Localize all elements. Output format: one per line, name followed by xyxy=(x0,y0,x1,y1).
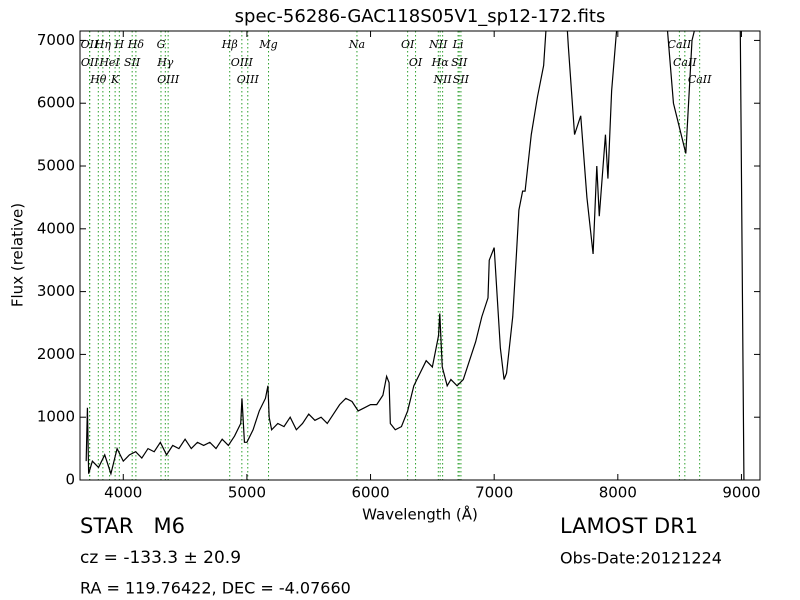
spectral-line-label: Na xyxy=(348,38,365,51)
spectral-line-label: Hη xyxy=(94,38,112,51)
spectral-line-label: Hγ xyxy=(156,56,174,69)
spectral-line-label: OII xyxy=(81,56,99,69)
spectral-line-label: OIII xyxy=(157,73,180,86)
chart-title: spec-56286-GAC118S05V1_sp12-172.fits xyxy=(235,6,606,27)
redshift: cz = -133.3 ± 20.9 xyxy=(80,548,241,568)
spectral-line-label: CaII xyxy=(688,73,712,86)
y-tick-label: 2000 xyxy=(37,345,75,363)
spectral-line-label: CaII xyxy=(668,38,692,51)
spectral-line-label: H xyxy=(114,38,125,51)
spectral-line-label: Li xyxy=(452,38,464,51)
coordinates: RA = 119.76422, DEC = -4.07660 xyxy=(80,579,351,598)
spectral-line-label: SII xyxy=(451,56,468,69)
plot-frame xyxy=(79,30,761,481)
plot-area xyxy=(85,31,745,480)
spectral-line-label: SII xyxy=(124,56,141,69)
spectral-line-label: K xyxy=(110,73,120,86)
spectral-line-label: OIII xyxy=(231,56,254,69)
spectrum-line xyxy=(85,31,745,480)
x-tick-label: 6000 xyxy=(351,484,389,502)
y-tick-label: 7000 xyxy=(37,31,75,49)
y-tick-label: 6000 xyxy=(37,94,75,112)
y-tick-label: 1000 xyxy=(37,408,75,426)
spectral-line-label: OII xyxy=(81,38,99,51)
x-axis-label: Wavelength (Å) xyxy=(362,505,478,524)
spectral-line-label: Hα xyxy=(431,56,450,69)
x-tick-label: 5000 xyxy=(228,484,266,502)
y-axis-label: Flux (relative) xyxy=(9,203,27,307)
y-tick-label: 4000 xyxy=(37,219,75,237)
spectral-line-label: NII xyxy=(428,38,448,51)
spectral-line-label: CaII xyxy=(673,56,697,69)
y-tick-label: 3000 xyxy=(37,282,75,300)
y-tick-label: 5000 xyxy=(37,157,75,175)
y-tick-label: 0 xyxy=(65,471,75,489)
spectral-line-label: SII xyxy=(453,73,470,86)
spectral-line-label: OI xyxy=(401,38,415,51)
spectral-line-label: Mg xyxy=(258,38,277,51)
spectral-line-label: Hθ xyxy=(89,73,107,86)
spectral-line-label: Hδ xyxy=(127,38,145,51)
x-tick-label: 7000 xyxy=(475,484,513,502)
object-class: STAR M6 xyxy=(80,514,185,538)
obs-date: Obs-Date:20121224 xyxy=(560,549,722,568)
x-tick-label: 8000 xyxy=(599,484,637,502)
survey: LAMOST DR1 xyxy=(560,514,698,538)
spectral-line-label: G xyxy=(157,38,166,51)
spectral-line-label: Hβ xyxy=(221,38,238,51)
spectral-line-label: HeI xyxy=(98,56,120,69)
spectral-line-label: OIII xyxy=(237,73,260,86)
spectral-line-label: OI xyxy=(409,56,423,69)
spectral-line-label: NII xyxy=(432,73,452,86)
x-tick-label: 4000 xyxy=(104,484,142,502)
x-tick-label: 9000 xyxy=(722,484,760,502)
